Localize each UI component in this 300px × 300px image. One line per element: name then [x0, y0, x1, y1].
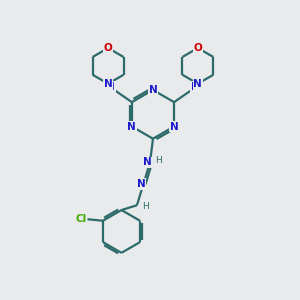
Text: N: N [143, 158, 152, 167]
Text: N: N [191, 82, 200, 92]
Text: O: O [104, 43, 112, 53]
Text: H: H [155, 156, 162, 165]
Text: N: N [128, 122, 136, 131]
Text: N: N [104, 79, 112, 89]
Text: N: N [106, 82, 115, 92]
Text: N: N [148, 85, 157, 95]
Text: N: N [194, 79, 202, 89]
Text: Cl: Cl [75, 214, 87, 224]
Text: H: H [142, 202, 149, 211]
Text: N: N [170, 122, 178, 131]
Text: O: O [194, 43, 202, 53]
Text: N: N [137, 179, 146, 189]
